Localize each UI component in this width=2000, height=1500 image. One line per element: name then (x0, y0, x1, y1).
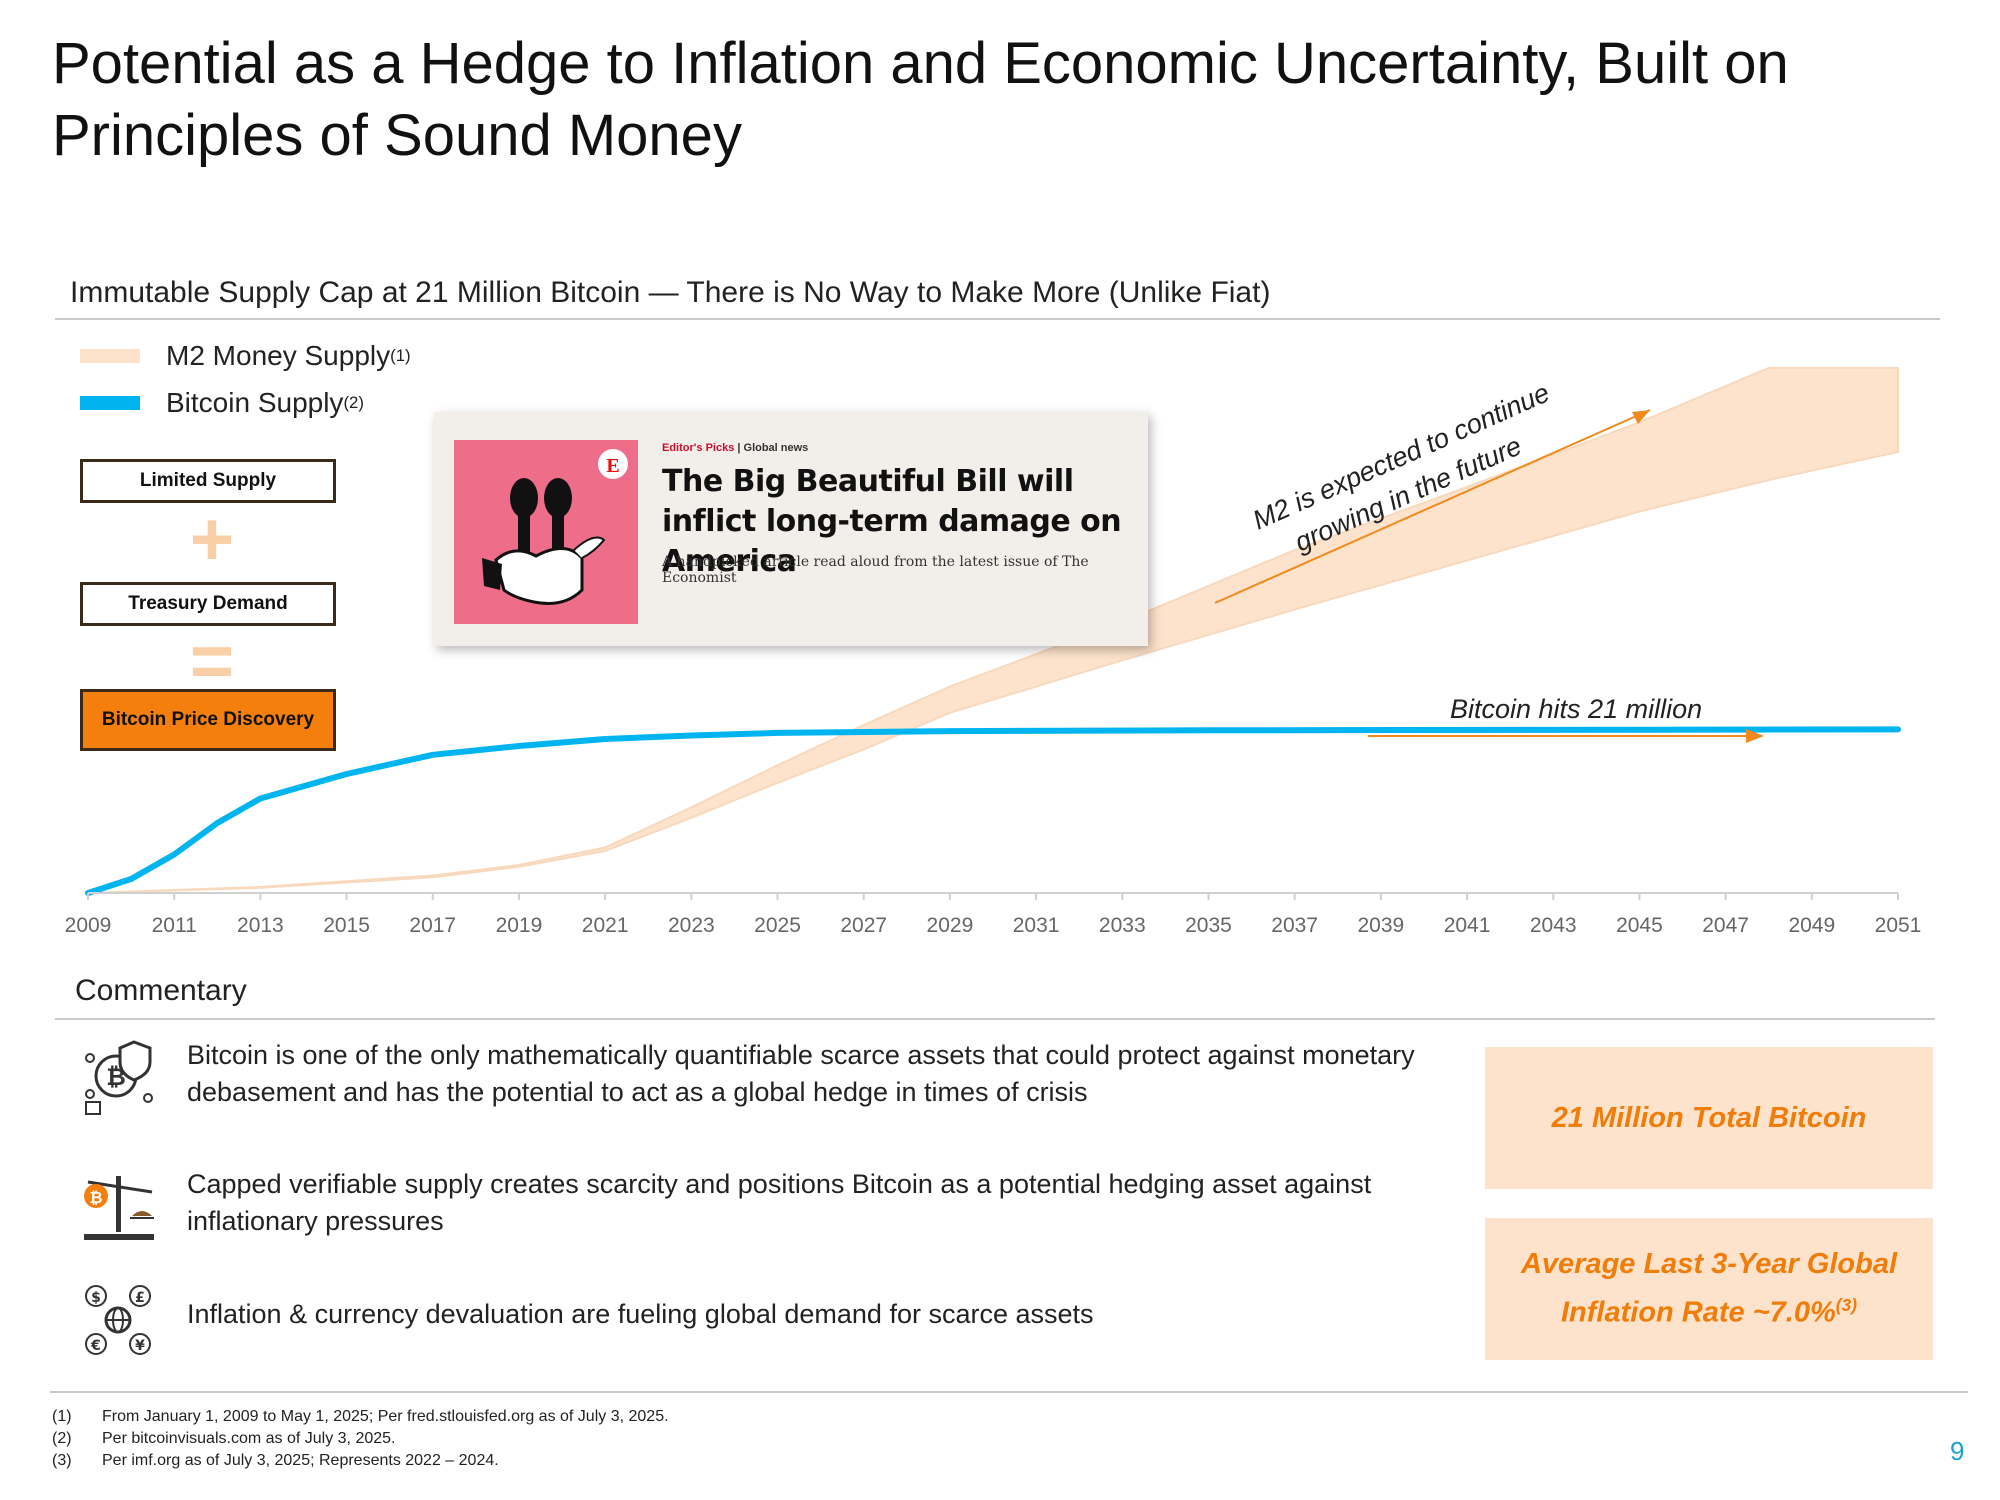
total-bitcoin-stat: 21 Million Total Bitcoin (1485, 1047, 1933, 1189)
footnote-3: (3) Per imf.org as of July 3, 2025; Repr… (52, 1452, 499, 1470)
svg-text:¥: ¥ (135, 1338, 145, 1354)
footnote-1-text: From January 1, 2009 to May 1, 2025; Per… (102, 1408, 669, 1425)
footnote-divider (50, 1391, 1968, 1393)
x-tick-label: 2009 (65, 914, 112, 937)
x-tick-label: 2045 (1616, 914, 1663, 937)
article-subhead: A handpicked article read aloud from the… (662, 554, 1089, 586)
bitcoin-shield-icon: ₿ (80, 1036, 160, 1116)
limited-supply-box: Limited Supply (80, 459, 336, 503)
footnote-1: (1) From January 1, 2009 to May 1, 2025;… (52, 1408, 669, 1426)
footnote-2-num: (2) (52, 1430, 72, 1447)
x-tick-label: 2029 (927, 914, 974, 937)
inflation-rate-stat: Average Last 3-Year Global Inflation Rat… (1485, 1218, 1933, 1360)
m2-trend-arrow (1214, 409, 1651, 604)
footnote-3-text: Per imf.org as of July 3, 2025; Represen… (102, 1452, 499, 1469)
equals-icon: = (189, 619, 235, 704)
x-tick-label: 2013 (237, 914, 284, 937)
x-tick-label: 2031 (1013, 914, 1060, 937)
legend-m2: M2 Money Supply (1) (80, 340, 411, 372)
commentary-heading: Commentary (75, 974, 247, 1007)
inflation-note: (3) (1835, 1295, 1858, 1316)
m2-supply-band (87, 367, 1899, 894)
legend-m2-label: M2 Money Supply (166, 340, 391, 371)
footnote-2-text: Per bitcoinvisuals.com as of July 3, 202… (102, 1430, 396, 1447)
x-tick-label: 2025 (754, 914, 801, 937)
price-discovery-box: Bitcoin Price Discovery (80, 689, 336, 751)
x-tick-label: 2039 (1357, 914, 1404, 937)
btc-cap-annotation: Bitcoin hits 21 million (1450, 694, 1702, 724)
article-thumbnail: E (454, 440, 638, 624)
inflation-line2: Inflation Rate ~7.0% (1560, 1296, 1836, 1329)
section-divider (55, 318, 1940, 320)
treasury-demand-box: Treasury Demand (80, 582, 336, 626)
commentary-item-1: Bitcoin is one of the only mathematicall… (187, 1040, 1415, 1107)
x-tick-label: 2027 (840, 914, 887, 937)
m2-swatch (80, 349, 140, 363)
commentary-divider (55, 1018, 1935, 1020)
footnote-2: (2) Per bitcoinvisuals.com as of July 3,… (52, 1430, 395, 1448)
article-kicker-rest: | Global news (737, 442, 809, 454)
x-tick-label: 2011 (152, 914, 197, 937)
x-tick-label: 2015 (323, 914, 370, 937)
microphones-fist-icon: E (482, 449, 628, 605)
supply-chart: 2009 2011 2013 2015 2017 2019 2021 2023 2025 2027… (65, 367, 1922, 937)
article-kicker: Editor's Picks | Global news (662, 442, 808, 454)
legend-btc-note: (2) (343, 393, 364, 412)
article-kicker-section: Editor's Picks (662, 442, 735, 454)
bitcoin-supply-line (85, 726, 1901, 896)
footnote-1-num: (1) (52, 1408, 72, 1425)
legend-btc: Bitcoin Supply (2) (80, 387, 364, 419)
x-tick-label: 2023 (668, 914, 715, 937)
btc-cap-arrowhead (1746, 729, 1764, 743)
btc-swatch (80, 396, 140, 410)
chart-section-heading: Immutable Supply Cap at 21 Million Bitco… (70, 276, 1271, 309)
article-clipping: E Editor's Picks | Global news The Big B… (434, 412, 1148, 646)
x-tick-label: 2021 (582, 914, 629, 937)
x-tick-label: 2037 (1271, 914, 1318, 937)
x-tick-label: 2017 (409, 914, 456, 937)
economist-logo-letter: E (606, 455, 619, 477)
commentary-item-3: Inflation & currency devaluation are fue… (187, 1299, 1094, 1329)
x-tick-label: 2047 (1702, 914, 1749, 937)
x-tick-label: 2035 (1185, 914, 1232, 937)
footnote-3-num: (3) (52, 1452, 72, 1469)
commentary-item-2: Capped verifiable supply creates scarcit… (187, 1169, 1372, 1236)
m2-trend-arrowhead (1632, 410, 1650, 424)
x-tick-label: 2051 (1875, 914, 1922, 937)
page-title: Potential as a Hedge to Inflation and Ec… (52, 31, 1789, 168)
balance-scale-icon: ₿ (80, 1166, 160, 1246)
svg-text:£: £ (135, 1290, 145, 1306)
page-number: 9 (1950, 1436, 1965, 1466)
x-tick-label: 2033 (1099, 914, 1146, 937)
article-headline: The Big Beautiful Bill will inflict long… (662, 464, 1122, 579)
legend-m2-note: (1) (390, 346, 411, 365)
x-tick-label: 2041 (1444, 914, 1491, 937)
inflation-line1: Average Last 3-Year Global (1520, 1248, 1898, 1281)
plus-icon: + (189, 497, 235, 582)
legend-btc-label: Bitcoin Supply (166, 387, 344, 418)
currency-globe-icon: $ £ € ¥ (80, 1280, 160, 1360)
x-tick-label: 2043 (1530, 914, 1577, 937)
x-tick-label: 2049 (1788, 914, 1835, 937)
svg-text:₿: ₿ (89, 1188, 102, 1207)
x-tick-label: 2019 (496, 914, 543, 937)
svg-text:$: $ (91, 1290, 101, 1306)
svg-text:€: € (90, 1338, 101, 1354)
